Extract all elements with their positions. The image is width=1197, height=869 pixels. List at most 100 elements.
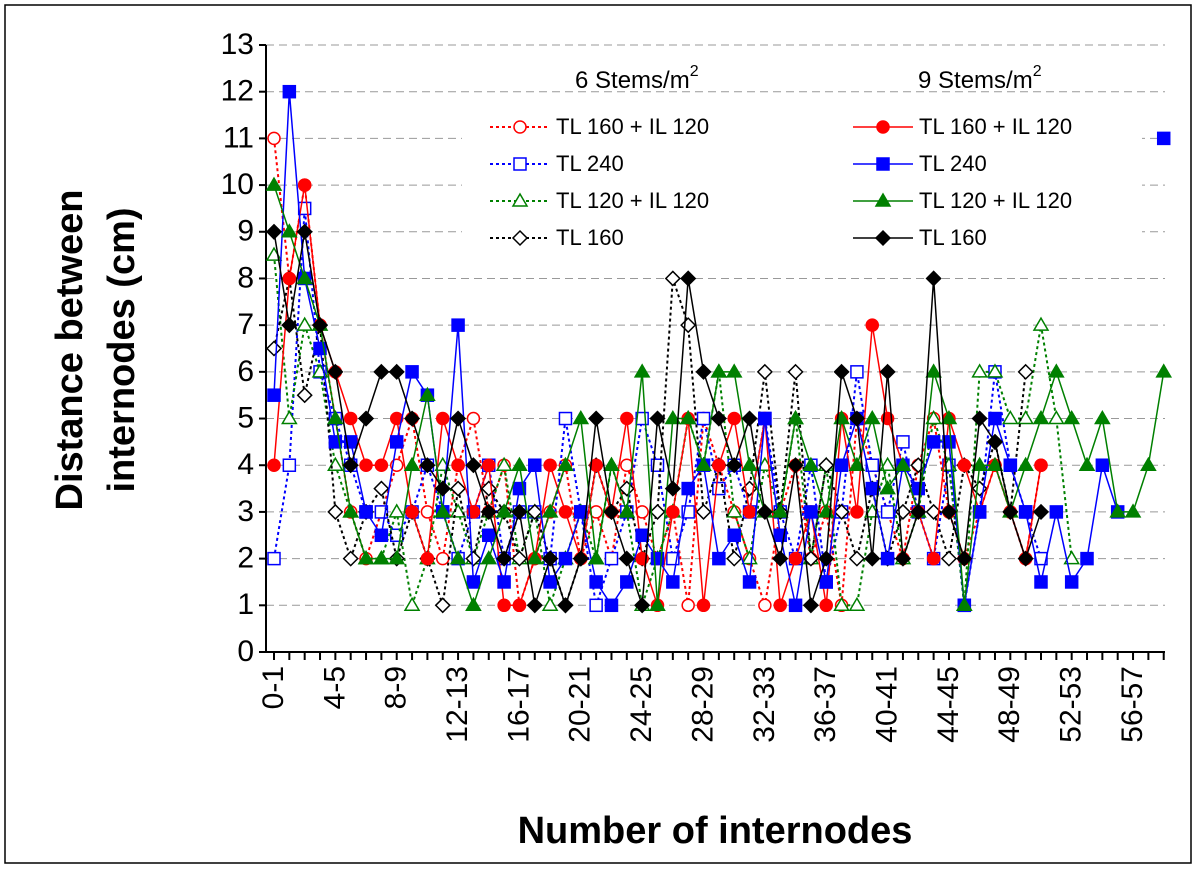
marker xyxy=(589,458,603,472)
marker xyxy=(879,363,896,380)
marker xyxy=(727,528,741,543)
marker xyxy=(695,503,712,520)
marker xyxy=(649,503,666,520)
marker xyxy=(451,318,465,332)
marker xyxy=(1049,505,1064,519)
marker xyxy=(374,528,389,543)
x-tick-label: 4-5 xyxy=(318,666,351,709)
marker xyxy=(788,551,803,566)
marker xyxy=(956,550,973,567)
marker xyxy=(680,270,697,287)
marker xyxy=(911,481,926,496)
marker xyxy=(405,365,419,379)
marker xyxy=(327,363,344,380)
marker xyxy=(496,550,513,567)
marker xyxy=(1095,458,1110,472)
marker xyxy=(513,157,527,171)
marker xyxy=(756,363,773,380)
x-tick-label: 8-9 xyxy=(380,666,413,709)
marker xyxy=(495,503,513,518)
marker xyxy=(633,363,651,378)
marker xyxy=(1048,410,1065,425)
marker xyxy=(603,503,620,520)
legend-label: TL 160 xyxy=(919,225,987,250)
marker xyxy=(513,120,527,134)
marker xyxy=(373,480,390,497)
marker xyxy=(802,456,820,471)
marker xyxy=(758,411,772,426)
marker xyxy=(787,457,804,474)
marker xyxy=(1034,551,1048,566)
marker xyxy=(541,503,559,518)
marker xyxy=(896,435,910,449)
marker xyxy=(876,157,890,171)
y-tick-label: 8 xyxy=(237,261,254,294)
marker xyxy=(359,505,373,519)
marker xyxy=(1156,131,1171,146)
marker xyxy=(957,458,972,472)
marker xyxy=(1064,575,1079,589)
marker xyxy=(742,575,757,589)
marker xyxy=(465,596,482,612)
marker xyxy=(557,597,574,614)
x-tick-label: 40-41 xyxy=(871,666,904,743)
marker xyxy=(664,270,681,287)
marker xyxy=(773,598,787,613)
marker xyxy=(265,176,283,191)
y-tick-label: 1 xyxy=(237,588,254,621)
legend-label: TL 120 + IL 120 xyxy=(919,188,1072,213)
marker xyxy=(833,503,850,520)
marker xyxy=(343,411,358,426)
marker xyxy=(389,435,404,449)
x-tick-label: 28-29 xyxy=(686,666,719,743)
marker xyxy=(405,505,419,519)
marker xyxy=(880,551,895,566)
y-tick-label: 12 xyxy=(221,75,254,108)
marker xyxy=(741,550,758,565)
x-tick-label: 12-13 xyxy=(441,666,474,743)
marker xyxy=(1124,503,1142,518)
marker xyxy=(1017,550,1034,567)
marker xyxy=(874,192,892,207)
x-tick-label: 32-33 xyxy=(748,666,781,743)
x-tick-label: 36-37 xyxy=(809,666,842,743)
x-tick-label: 56-57 xyxy=(1116,666,1149,743)
marker xyxy=(925,363,942,378)
marker xyxy=(589,575,603,589)
marker xyxy=(634,597,651,614)
y-tick-label: 0 xyxy=(237,635,254,668)
marker xyxy=(971,363,988,378)
marker xyxy=(543,575,557,589)
marker xyxy=(804,505,818,519)
marker xyxy=(526,503,543,520)
marker xyxy=(1140,456,1157,471)
marker xyxy=(848,550,865,567)
x-tick-label: 0-1 xyxy=(257,666,290,709)
marker xyxy=(848,410,865,427)
x-tick-label: 24-25 xyxy=(625,666,658,743)
marker xyxy=(388,363,405,380)
marker xyxy=(681,481,695,496)
marker xyxy=(940,503,958,520)
marker xyxy=(876,120,890,134)
marker xyxy=(419,457,436,474)
marker xyxy=(267,131,281,146)
marker xyxy=(403,456,421,471)
marker xyxy=(342,550,359,567)
marker xyxy=(466,575,481,589)
marker xyxy=(466,505,481,519)
marker xyxy=(373,363,390,380)
y-tick-label: 11 xyxy=(223,121,254,154)
marker xyxy=(818,457,835,474)
marker xyxy=(526,550,544,565)
marker xyxy=(850,365,864,379)
legend-label: TL 160 + IL 120 xyxy=(556,114,709,139)
marker xyxy=(359,458,373,472)
y-tick-label: 2 xyxy=(237,542,254,575)
marker xyxy=(604,598,619,613)
marker xyxy=(1063,550,1080,565)
marker xyxy=(296,316,313,331)
y-tick-label: 5 xyxy=(237,401,254,434)
marker xyxy=(986,433,1004,450)
marker xyxy=(894,456,912,471)
